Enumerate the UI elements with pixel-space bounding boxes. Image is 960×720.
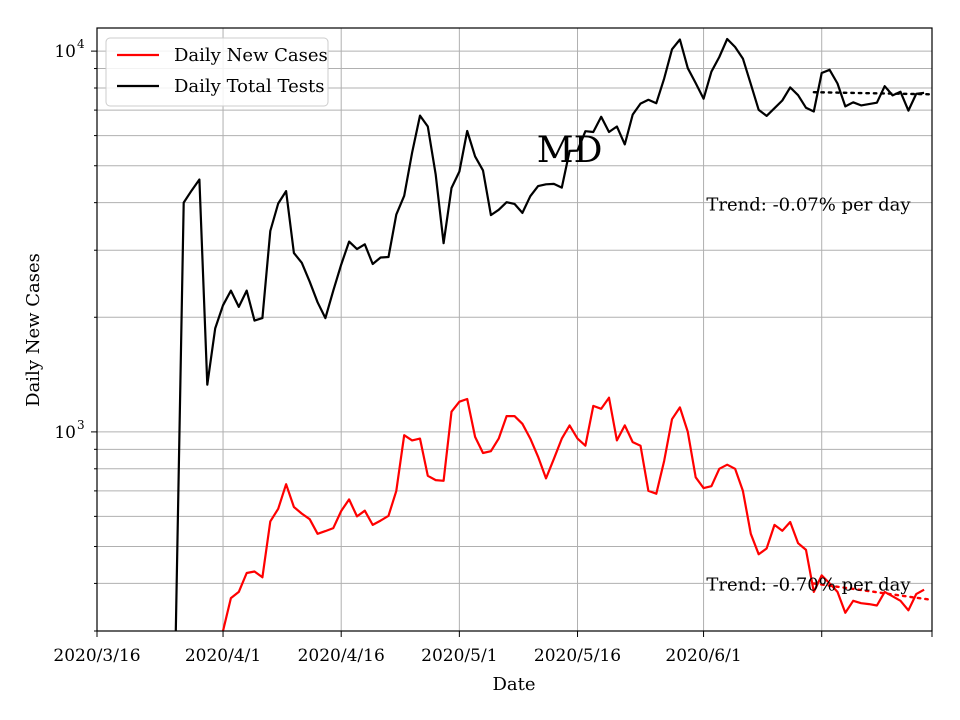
chart-title-annotation: MD — [537, 130, 603, 171]
y-axis-label: Daily New Cases — [23, 253, 44, 407]
trend-line-daily-new-cases — [812, 582, 932, 602]
annotation-layer: Trend: -0.07% per day Trend: -0.70% per d… — [537, 130, 912, 595]
y-tick-label-base: 10 — [54, 423, 76, 443]
legend-box — [105, 37, 329, 107]
series-line-daily-total-tests — [174, 37, 925, 631]
legend-label-daily-total-tests: Daily Total Tests — [174, 76, 324, 97]
trend-layer — [812, 91, 932, 602]
series-line-daily-new-cases — [221, 396, 925, 631]
x-axis-label: Date — [492, 674, 535, 695]
plot-frame — [96, 27, 933, 632]
trend-line-daily-total-tests — [812, 91, 932, 96]
x-tick-label: 2020/5/16 — [534, 646, 621, 666]
y-tick-label-exponent: 4 — [77, 37, 85, 51]
legend-label-daily-new-cases: Daily New Cases — [174, 45, 328, 66]
trend-annotation: Trend: -0.70% per day — [706, 574, 911, 595]
tick-layer: 2020/3/16 2020/4/1 2020/4/16 2020/5/1 2020/5… — [53, 37, 933, 666]
grid-layer — [97, 28, 932, 632]
y-tick-label-base: 10 — [54, 42, 76, 62]
y-tick-label-exponent: 3 — [77, 418, 85, 432]
x-tick-label: 2020/5/1 — [421, 646, 497, 666]
trend-annotation: Trend: -0.07% per day — [706, 195, 911, 216]
x-tick-label: 2020/4/16 — [298, 646, 385, 666]
series-layer — [174, 37, 925, 631]
x-tick-label: 2020/3/16 — [53, 646, 140, 666]
x-tick-label: 2020/4/1 — [185, 646, 261, 666]
legend: Daily New Cases Daily Total Tests — [105, 37, 329, 107]
x-tick-label: 2020/6/1 — [665, 646, 741, 666]
